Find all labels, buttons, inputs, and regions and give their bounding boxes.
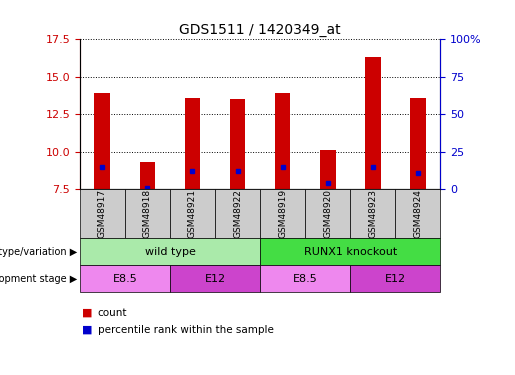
Bar — [396, 189, 440, 238]
Bar — [350, 189, 396, 238]
Bar — [170, 265, 260, 292]
Bar — [365, 57, 381, 189]
Text: count: count — [98, 308, 127, 318]
Text: GSM48923: GSM48923 — [368, 189, 377, 238]
Text: wild type: wild type — [145, 247, 195, 256]
Bar — [140, 162, 156, 189]
Text: GSM48920: GSM48920 — [323, 189, 332, 238]
Bar — [410, 98, 426, 189]
Text: E8.5: E8.5 — [112, 274, 138, 284]
Text: E12: E12 — [204, 274, 226, 284]
Bar — [170, 189, 215, 238]
Bar — [215, 189, 260, 238]
Bar — [350, 265, 440, 292]
Text: E8.5: E8.5 — [293, 274, 318, 284]
Text: E12: E12 — [385, 274, 406, 284]
Bar — [184, 98, 200, 189]
Text: GSM48921: GSM48921 — [188, 189, 197, 238]
Bar — [80, 265, 170, 292]
Text: RUNX1 knockout: RUNX1 knockout — [303, 247, 397, 256]
Text: ■: ■ — [82, 308, 93, 318]
Text: GSM48922: GSM48922 — [233, 189, 242, 238]
Bar — [320, 150, 336, 189]
Text: percentile rank within the sample: percentile rank within the sample — [98, 325, 274, 334]
Bar — [80, 189, 125, 238]
Text: GSM48917: GSM48917 — [98, 189, 107, 238]
Text: GSM48918: GSM48918 — [143, 189, 152, 238]
Bar — [260, 265, 350, 292]
Bar — [260, 238, 440, 265]
Bar — [274, 93, 290, 189]
Text: GSM48919: GSM48919 — [278, 189, 287, 238]
Bar — [305, 189, 350, 238]
Text: development stage ▶: development stage ▶ — [0, 274, 77, 284]
Bar — [125, 189, 170, 238]
Bar — [94, 93, 110, 189]
Bar — [80, 238, 260, 265]
Title: GDS1511 / 1420349_at: GDS1511 / 1420349_at — [179, 23, 341, 37]
Bar — [230, 99, 246, 189]
Text: genotype/variation ▶: genotype/variation ▶ — [0, 247, 77, 256]
Text: ■: ■ — [82, 325, 93, 334]
Text: GSM48924: GSM48924 — [414, 189, 422, 238]
Bar — [260, 189, 305, 238]
